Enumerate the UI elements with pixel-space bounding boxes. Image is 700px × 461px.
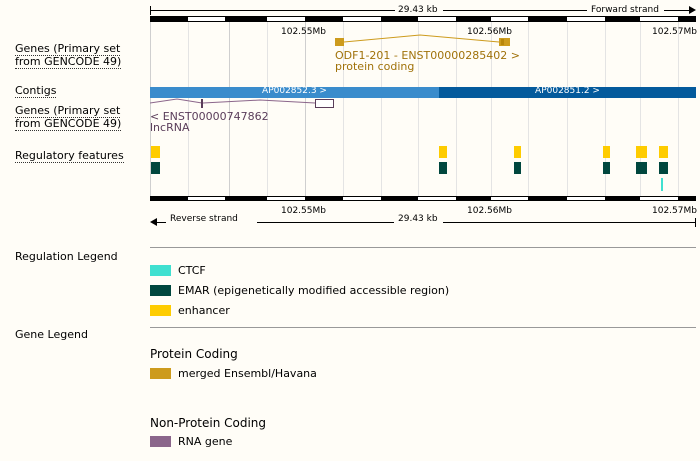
scale-right-cap (695, 218, 696, 227)
enhancer-feature[interactable] (636, 146, 647, 158)
gene-legend-title: Gene Legend (15, 328, 88, 341)
enhancer-feature[interactable] (659, 146, 668, 158)
top-length-label: 29.43 kb (398, 5, 438, 15)
contig-ap002851-2[interactable]: AP002851.2 > (439, 86, 696, 98)
contig-ap002852-3[interactable]: AP002852.3 > (150, 86, 439, 98)
emar-swatch (150, 285, 171, 296)
forward-arrow-icon (689, 6, 696, 14)
reverse-arrow-icon (150, 218, 157, 226)
gene-reverse-name[interactable]: < ENST00000747862 (150, 110, 269, 123)
emar-feature[interactable] (514, 162, 521, 174)
legend-divider-2 (150, 327, 696, 328)
lnc-exon-1 (201, 99, 203, 108)
scale-line-mid (443, 10, 587, 11)
gene-enst00000747862[interactable] (150, 98, 340, 110)
gene-reverse-biotype: lncRNA (150, 121, 190, 134)
scale-left-cap (150, 6, 151, 15)
gene-forward-name[interactable]: ODF1-201 - ENST00000285402 > (335, 49, 520, 62)
legend-divider-1 (150, 247, 696, 248)
gene-exon-1 (335, 38, 344, 46)
rna-gene-legend-label: RNA gene (178, 435, 233, 448)
emar-feature[interactable] (151, 162, 160, 174)
scale-line-left (151, 10, 395, 11)
lnc-utr-box (315, 99, 334, 108)
genes-reverse-track-label[interactable]: Genes (Primary set from GENCODE 49) (15, 104, 122, 131)
protein-coding-legend-label: merged Ensembl/Havana (178, 367, 317, 380)
bottom-tick-2: 102.56Mb (467, 206, 512, 216)
emar-feature[interactable] (659, 162, 668, 174)
non-protein-coding-title: Non-Protein Coding (150, 416, 267, 430)
forward-strand-label: Forward strand (591, 5, 659, 15)
enhancer-feature[interactable] (603, 146, 610, 158)
rna-gene-swatch (150, 436, 171, 447)
enhancer-feature[interactable] (151, 146, 160, 158)
gene-intron (343, 34, 500, 43)
contigs-track-label[interactable]: Contigs (15, 84, 57, 98)
bottom-line-right (443, 222, 696, 223)
top-tick-1: 102.55Mb (281, 27, 326, 37)
gene-exon-2 (499, 38, 510, 46)
ctcf-swatch (150, 265, 171, 276)
contig-1-label: AP002852.3 > (262, 86, 327, 96)
top-ruler (150, 16, 696, 22)
emar-feature[interactable] (603, 162, 610, 174)
scale-line-right (664, 10, 690, 11)
protein-coding-swatch (150, 368, 171, 379)
regulation-legend-title: Regulation Legend (15, 250, 118, 263)
bottom-tick-3: 102.57Mb (652, 206, 697, 216)
gene-forward-biotype: protein coding (335, 60, 415, 73)
track-grid (150, 22, 679, 197)
bottom-line-left (157, 222, 166, 223)
regulatory-track-label[interactable]: Regulatory features (15, 149, 124, 163)
ctcf-feature[interactable] (661, 178, 663, 191)
enhancer-swatch (150, 305, 171, 316)
enhancer-feature[interactable] (439, 146, 447, 158)
gene-odf1-201[interactable] (330, 34, 515, 50)
bottom-ruler (150, 196, 696, 201)
top-tick-3: 102.57Mb (652, 27, 697, 37)
ctcf-legend-label: CTCF (178, 264, 206, 277)
emar-feature[interactable] (439, 162, 447, 174)
enhancer-feature[interactable] (514, 146, 521, 158)
emar-legend-label: EMAR (epigenetically modified accessible… (178, 284, 450, 297)
top-tick-2: 102.56Mb (467, 27, 512, 37)
emar-feature[interactable] (636, 162, 647, 174)
bottom-tick-1: 102.55Mb (281, 206, 326, 216)
genes-forward-track-label[interactable]: Genes (Primary set from GENCODE 49) (15, 42, 122, 69)
reverse-strand-label: Reverse strand (170, 214, 238, 224)
enhancer-legend-label: enhancer (178, 304, 230, 317)
contig-2-label: AP002851.2 > (535, 86, 600, 96)
bottom-line-mid (257, 222, 394, 223)
bottom-length-label: 29.43 kb (398, 214, 438, 224)
protein-coding-title: Protein Coding (150, 347, 238, 361)
